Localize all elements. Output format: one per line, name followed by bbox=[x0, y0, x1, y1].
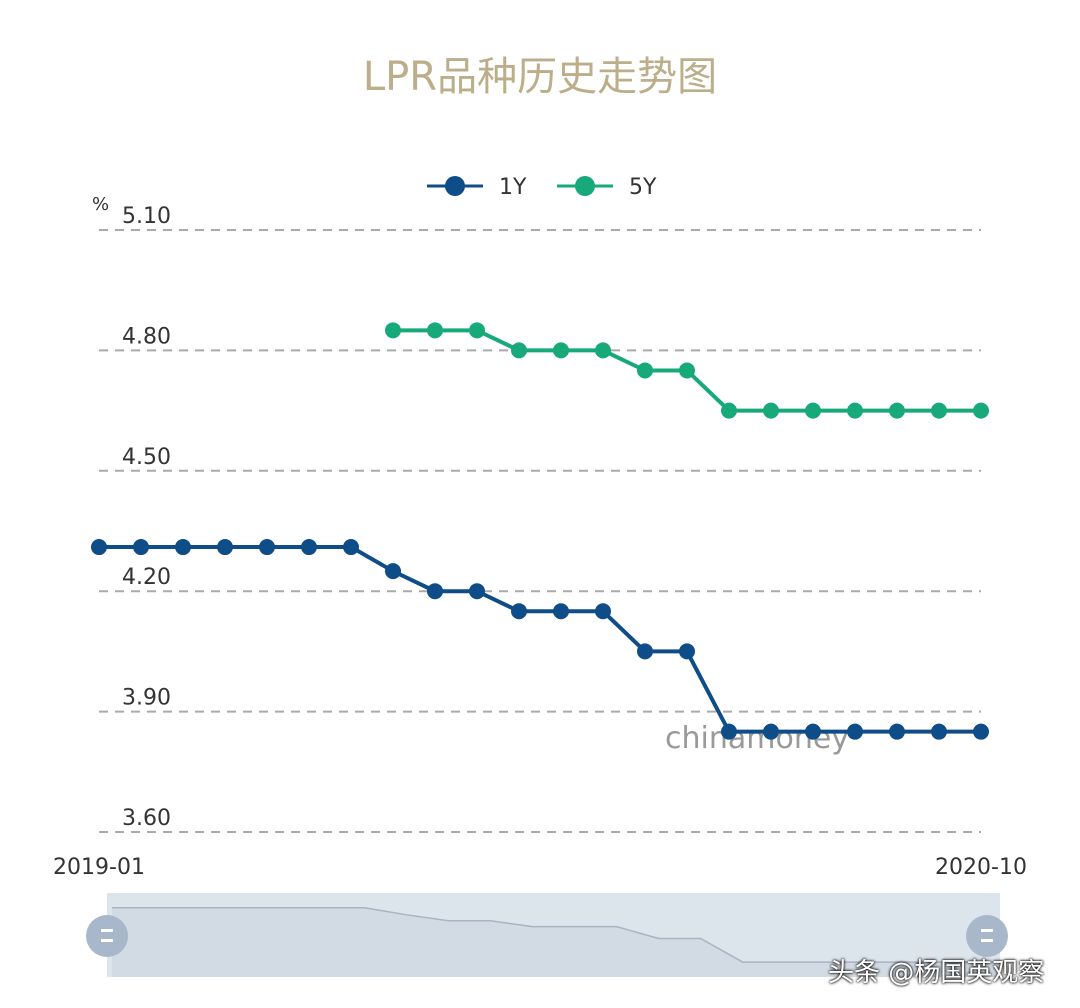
y-tick-label: 4.50 bbox=[122, 445, 171, 470]
data-point-1Y bbox=[637, 643, 653, 660]
legend-label-1Y: 1Y bbox=[499, 175, 527, 200]
data-point-5Y bbox=[511, 342, 527, 359]
watermark: 头条 @杨国英观察 bbox=[828, 958, 1045, 988]
data-point-1Y bbox=[889, 723, 905, 740]
data-point-5Y bbox=[679, 362, 695, 379]
y-tick-label: 3.90 bbox=[122, 686, 171, 711]
chart-title: LPR品种历史走势图 bbox=[362, 54, 718, 100]
data-point-1Y bbox=[469, 583, 485, 600]
legend-marker-5Y bbox=[575, 176, 595, 196]
data-point-5Y bbox=[469, 322, 485, 339]
data-point-5Y bbox=[595, 342, 611, 359]
data-point-1Y bbox=[259, 539, 275, 556]
data-point-5Y bbox=[427, 322, 443, 339]
data-point-1Y bbox=[511, 603, 527, 620]
data-point-1Y bbox=[721, 723, 737, 740]
zoom-handle-right[interactable] bbox=[966, 915, 1008, 957]
data-point-1Y bbox=[91, 539, 107, 556]
data-point-1Y bbox=[805, 723, 821, 740]
y-tick-label: 5.10 bbox=[122, 204, 171, 229]
handle-grip-icon bbox=[981, 939, 993, 942]
x-tick-label: 2020-10 bbox=[935, 855, 1027, 880]
data-point-1Y bbox=[175, 539, 191, 556]
handle-grip-icon bbox=[101, 929, 113, 932]
data-point-5Y bbox=[805, 402, 821, 419]
data-point-1Y bbox=[427, 583, 443, 600]
data-point-1Y bbox=[931, 723, 947, 740]
data-point-1Y bbox=[217, 539, 233, 556]
data-point-5Y bbox=[721, 402, 737, 419]
legend-label-5Y: 5Y bbox=[629, 175, 657, 200]
data-point-5Y bbox=[385, 322, 401, 339]
data-point-1Y bbox=[133, 539, 149, 556]
chinamoney-watermark: chinamoney bbox=[665, 721, 849, 756]
data-point-5Y bbox=[973, 402, 989, 419]
data-point-5Y bbox=[763, 402, 779, 419]
data-point-5Y bbox=[889, 402, 905, 419]
zoom-slider-area bbox=[112, 907, 995, 977]
data-point-1Y bbox=[343, 539, 359, 556]
data-point-1Y bbox=[385, 563, 401, 580]
legend-marker-1Y bbox=[445, 176, 465, 196]
data-point-1Y bbox=[301, 539, 317, 556]
data-point-5Y bbox=[637, 362, 653, 379]
data-point-1Y bbox=[973, 723, 989, 740]
data-point-1Y bbox=[847, 723, 863, 740]
data-point-5Y bbox=[931, 402, 947, 419]
handle-grip-icon bbox=[981, 929, 993, 932]
y-tick-label: 4.20 bbox=[122, 565, 171, 590]
y-axis-unit: % bbox=[92, 194, 109, 215]
handle-grip-icon bbox=[101, 939, 113, 942]
zoom-handle-left[interactable] bbox=[86, 915, 128, 957]
data-point-1Y bbox=[679, 643, 695, 660]
data-point-1Y bbox=[553, 603, 569, 620]
data-point-1Y bbox=[763, 723, 779, 740]
series-line-1Y bbox=[99, 545, 981, 734]
y-tick-label: 4.80 bbox=[122, 324, 171, 349]
y-tick-label: 3.60 bbox=[122, 806, 171, 831]
data-point-5Y bbox=[847, 402, 863, 419]
zoom-slider-line bbox=[112, 906, 995, 963]
x-tick-label: 2019-01 bbox=[53, 855, 145, 880]
data-point-5Y bbox=[553, 342, 569, 359]
data-point-1Y bbox=[595, 603, 611, 620]
